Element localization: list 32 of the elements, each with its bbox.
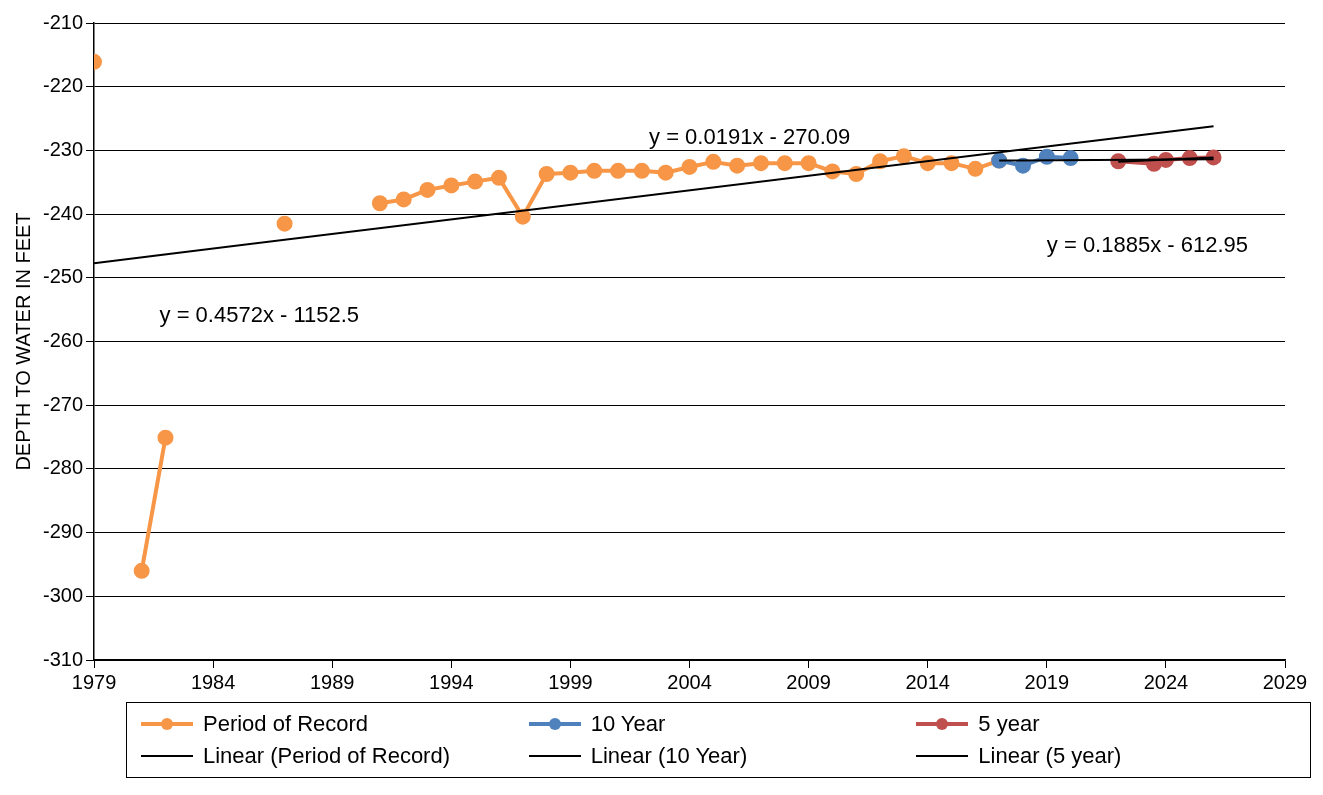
y-tick-label: -290 [43, 520, 84, 543]
x-tick-label: 2014 [905, 670, 950, 693]
x-tick-label: 1994 [429, 670, 474, 693]
x-tick-label: 1979 [71, 670, 117, 693]
legend-label: Period of Record [203, 711, 369, 737]
legend-label: 5 year [978, 711, 1040, 737]
y-tick-label: -280 [43, 456, 84, 479]
x-tick-label: 1984 [190, 670, 236, 693]
y-tick-label: -310 [43, 647, 84, 670]
y-tick-label: -220 [43, 74, 84, 97]
legend-label: 10 Year [590, 711, 666, 737]
x-tick-label: 1989 [309, 670, 355, 693]
legend-label: Linear (Period of Record) [203, 743, 451, 769]
x-tick-label: 2029 [1262, 670, 1308, 693]
y-tick-label: -230 [43, 137, 84, 160]
annotation: y = 0.1885x - 612.95 [1046, 232, 1249, 258]
y-tick-label: -270 [43, 392, 84, 415]
x-tick-label: 1999 [548, 670, 593, 693]
annotation: y = 0.0191x - 270.09 [649, 123, 851, 149]
x-tick-label: 2009 [786, 670, 831, 693]
x-tick-label: 2004 [667, 670, 712, 693]
annotation: y = 0.4572x - 1152.5 [159, 302, 360, 328]
y-tick-label: -300 [43, 583, 84, 606]
y-axis-title: DEPTH TO WATER IN FEET [11, 212, 34, 471]
y-tick-label: -260 [43, 329, 84, 352]
y-tick-label: -240 [43, 201, 84, 224]
legend-label: Linear (10 Year) [590, 743, 748, 769]
y-tick-label: -210 [43, 10, 84, 33]
y-tick-label: -250 [43, 265, 84, 288]
x-tick-label: 2019 [1024, 670, 1070, 693]
x-tick-label: 2024 [1143, 670, 1189, 693]
legend-label: Linear (5 year) [978, 743, 1122, 769]
